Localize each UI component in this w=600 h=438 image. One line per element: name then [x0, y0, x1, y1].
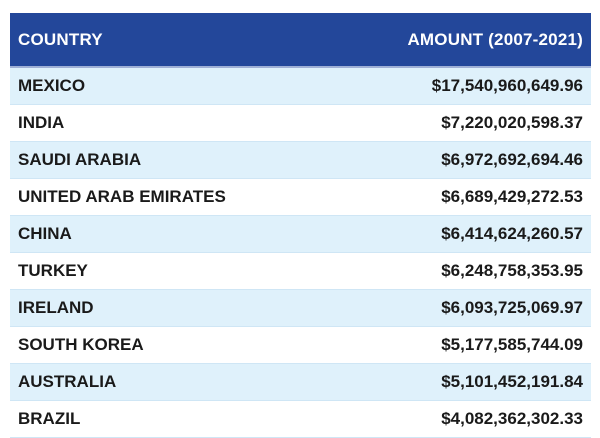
table-row: INDIA $7,220,020,598.37 — [10, 104, 591, 142]
country-amount-table-container: COUNTRY AMOUNT (2007-2021) MEXICO $17,54… — [10, 13, 591, 438]
country-amount-table: COUNTRY AMOUNT (2007-2021) MEXICO $17,54… — [10, 13, 591, 438]
table-row: UNITED ARAB EMIRATES $6,689,429,272.53 — [10, 178, 591, 216]
amount-cell: $5,177,585,744.09 — [329, 326, 591, 364]
country-cell: BRAZIL — [10, 400, 330, 438]
table-row: TURKEY $6,248,758,353.95 — [10, 252, 591, 290]
amount-cell: $7,220,020,598.37 — [329, 104, 591, 142]
table-row: IRELAND $6,093,725,069.97 — [10, 289, 591, 327]
country-cell: SOUTH KOREA — [10, 326, 330, 364]
table-row: SAUDI ARABIA $6,972,692,694.46 — [10, 141, 591, 179]
table-row: SOUTH KOREA $5,177,585,744.09 — [10, 326, 591, 364]
country-cell: CHINA — [10, 215, 330, 253]
table-row: MEXICO $17,540,960,649.96 — [10, 67, 591, 105]
amount-cell: $6,414,624,260.57 — [329, 215, 591, 253]
country-cell: SAUDI ARABIA — [10, 141, 330, 179]
amount-cell: $5,101,452,191.84 — [329, 363, 591, 401]
country-cell: AUSTRALIA — [10, 363, 330, 401]
table-row: CHINA $6,414,624,260.57 — [10, 215, 591, 253]
amount-cell: $4,082,362,302.33 — [329, 400, 591, 438]
amount-cell: $6,093,725,069.97 — [329, 289, 591, 327]
header-row: COUNTRY AMOUNT (2007-2021) — [10, 13, 591, 68]
country-cell: TURKEY — [10, 252, 330, 290]
table-body: MEXICO $17,540,960,649.96 INDIA $7,220,0… — [10, 67, 591, 438]
table-row: AUSTRALIA $5,101,452,191.84 — [10, 363, 591, 401]
table-header: COUNTRY AMOUNT (2007-2021) — [10, 13, 591, 68]
amount-cell: $6,689,429,272.53 — [329, 178, 591, 216]
amount-cell: $6,248,758,353.95 — [329, 252, 591, 290]
amount-cell: $6,972,692,694.46 — [329, 141, 591, 179]
country-cell: IRELAND — [10, 289, 330, 327]
country-cell: MEXICO — [10, 67, 330, 105]
table-row: BRAZIL $4,082,362,302.33 — [10, 400, 591, 438]
country-cell: UNITED ARAB EMIRATES — [10, 178, 330, 216]
header-amount: AMOUNT (2007-2021) — [329, 13, 591, 68]
country-cell: INDIA — [10, 104, 330, 142]
header-country: COUNTRY — [10, 13, 330, 68]
amount-cell: $17,540,960,649.96 — [329, 67, 591, 105]
